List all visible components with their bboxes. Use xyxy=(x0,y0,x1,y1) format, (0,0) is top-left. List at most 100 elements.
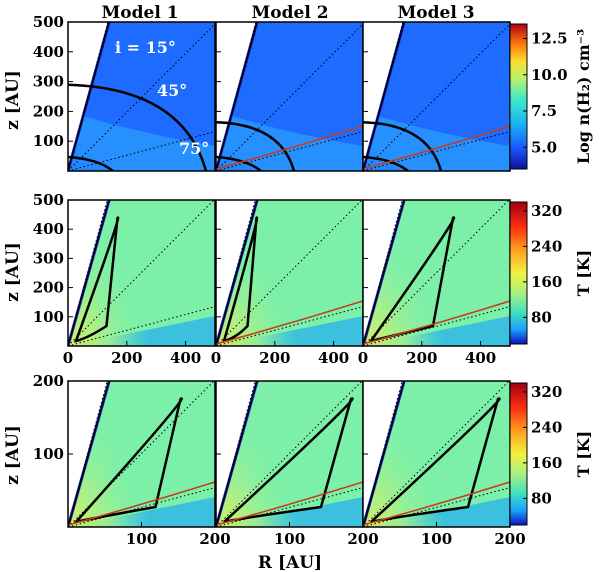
colorbar-label-2: T [K] xyxy=(574,250,593,297)
colorbar-tick-label: 240 xyxy=(531,418,562,436)
x-tick-label: 200 xyxy=(406,349,437,367)
inclination-line-45 xyxy=(363,23,510,171)
cavity-wall-contour xyxy=(216,22,258,171)
panel-r2-c3: 0 200 400 xyxy=(358,199,511,367)
inclination-line-45 xyxy=(68,23,215,171)
y-tick-label: 400 xyxy=(33,43,64,61)
x-tick-label: 200 xyxy=(111,349,142,367)
cavity-wall-contour xyxy=(363,22,405,171)
panel-r1-c3 xyxy=(362,21,511,172)
y-tick-label: 200 xyxy=(33,279,64,297)
inclination-line-45 xyxy=(363,381,510,527)
x-tick-label: 200 xyxy=(347,530,378,548)
colorbar-tick-label: 160 xyxy=(531,273,562,291)
row1-ylabel: z [AU] xyxy=(3,70,23,130)
colorbar-tick-label: 12.5 xyxy=(531,30,568,48)
cavity-wall-contour xyxy=(68,22,110,171)
colorbar-tick-label: 80 xyxy=(531,489,552,507)
colorbar-label-1: Log n(H₂) cm⁻³ xyxy=(574,29,593,164)
red-contour xyxy=(216,125,363,170)
panel-content xyxy=(216,22,363,171)
column-title-model-3: Model 3 xyxy=(397,3,474,23)
inclination-line-45 xyxy=(68,200,215,346)
red-contour xyxy=(216,481,363,526)
y-tick-label: 100 xyxy=(33,445,64,463)
colorbar-tick-label: 80 xyxy=(531,308,552,326)
colorbar-1 xyxy=(509,23,528,170)
colorbar-3 xyxy=(509,382,528,526)
panel-r2-c1: 500 400 300 200 100 0 200 400 xyxy=(33,191,216,367)
y-tick-label: 500 xyxy=(33,13,64,31)
x-tick-label: 200 xyxy=(259,349,290,367)
x-tick-label: 200 xyxy=(494,530,525,548)
density-core xyxy=(363,139,433,171)
red-contour xyxy=(363,300,510,345)
inclination-line-45 xyxy=(216,23,363,171)
inclination-line-45 xyxy=(216,200,363,346)
panel-frame xyxy=(67,21,216,172)
panel-r1-c2 xyxy=(215,21,364,172)
density-contour xyxy=(216,121,296,171)
colorbar-tick-label: 320 xyxy=(531,383,562,401)
panel-r1-c1: 500 400 300 200 100 xyxy=(33,13,216,172)
colorbar-tick-label: 320 xyxy=(531,202,562,220)
y-tick-label: 500 xyxy=(33,191,64,209)
panel-content xyxy=(363,200,510,346)
inclination-line-45 xyxy=(216,381,363,527)
colorbar-tick-label: 160 xyxy=(531,454,562,472)
density-core xyxy=(68,139,138,171)
x-tick-label: 400 xyxy=(170,349,201,367)
annotation-45: 45° xyxy=(157,81,187,100)
panel-content xyxy=(363,22,510,171)
colorbar-tick-label: 7.5 xyxy=(531,102,557,120)
x-tick-label: 100 xyxy=(274,530,305,548)
column-title-model-2: Model 2 xyxy=(251,3,328,23)
panel-r3-c3: 100 200 xyxy=(362,380,526,548)
red-contour xyxy=(363,125,510,170)
y-tick-label: 100 xyxy=(33,132,64,150)
annotation-i15: i = 15° xyxy=(115,38,176,57)
temperature-contour xyxy=(223,397,354,524)
temperature-contour xyxy=(74,216,120,343)
panel-content xyxy=(68,22,215,171)
panel-content xyxy=(216,381,363,527)
red-contour xyxy=(363,481,510,526)
inclination-line-45 xyxy=(363,200,510,346)
y-tick-label: 200 xyxy=(33,102,64,120)
temperature-contour xyxy=(222,216,259,343)
red-contour xyxy=(216,300,363,345)
row2-ylabel: z [AU] xyxy=(3,242,23,302)
x-axis-label: R [AU] xyxy=(258,553,322,572)
y-tick-label: 300 xyxy=(33,249,64,267)
x-tick-label: 200 xyxy=(199,530,230,548)
annotation-75: 75° xyxy=(179,139,209,158)
panel-r3-c2: 100 200 xyxy=(215,380,379,548)
panel-r2-c2: 0 200 400 xyxy=(211,199,364,367)
x-tick-label: 400 xyxy=(318,349,349,367)
panel-content xyxy=(216,200,363,346)
panel-content xyxy=(68,381,215,527)
panel-content xyxy=(68,200,215,346)
x-tick-label: 0 xyxy=(63,349,73,367)
panel-content xyxy=(363,381,510,527)
row3-ylabel: z [AU] xyxy=(3,425,23,485)
density-contour xyxy=(363,121,443,171)
y-tick-label: 200 xyxy=(33,372,64,390)
column-title-model-1: Model 1 xyxy=(101,3,178,23)
density-core xyxy=(216,139,286,171)
x-tick-label: 0 xyxy=(211,349,221,367)
x-tick-label: 100 xyxy=(421,530,452,548)
y-tick-label: 300 xyxy=(33,73,64,91)
panel-r3-c1: 200 100 100 200 xyxy=(33,372,231,548)
colorbar-tick-label: 10.0 xyxy=(531,66,568,84)
y-tick-label: 100 xyxy=(33,308,64,326)
x-tick-label: 0 xyxy=(358,349,368,367)
x-tick-label: 100 xyxy=(126,530,157,548)
colorbar-2 xyxy=(509,201,528,345)
panel-frame xyxy=(67,199,216,347)
y-tick-label: 400 xyxy=(33,220,64,238)
inclination-line-45 xyxy=(68,381,215,527)
density-contour xyxy=(68,83,208,171)
